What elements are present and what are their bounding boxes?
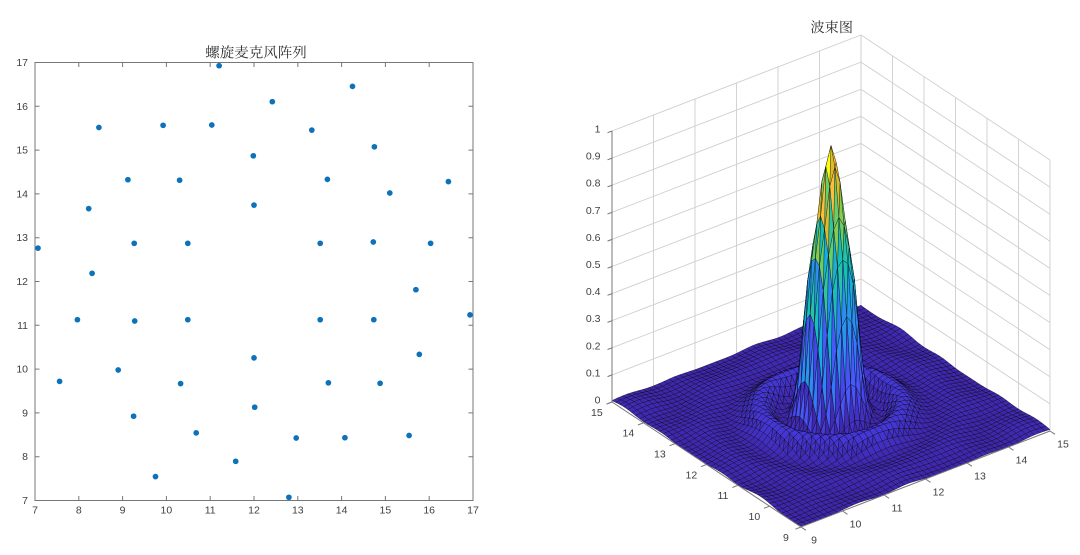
svg-text:11: 11 xyxy=(205,505,216,517)
svg-text:11: 11 xyxy=(17,320,28,332)
svg-text:9: 9 xyxy=(783,532,789,544)
svg-text:13: 13 xyxy=(292,505,304,517)
svg-text:15: 15 xyxy=(380,505,392,517)
svg-text:8: 8 xyxy=(76,505,82,517)
svg-text:10: 10 xyxy=(16,364,28,376)
svg-text:12: 12 xyxy=(248,505,260,517)
svg-text:14: 14 xyxy=(16,188,28,200)
svg-text:7: 7 xyxy=(32,505,38,517)
svg-text:0.9: 0.9 xyxy=(586,151,601,163)
svg-text:13: 13 xyxy=(654,449,666,461)
svg-text:13: 13 xyxy=(974,471,986,483)
svg-text:10: 10 xyxy=(850,519,862,531)
svg-text:7: 7 xyxy=(22,495,28,507)
svg-text:12: 12 xyxy=(686,469,698,481)
svg-text:14: 14 xyxy=(623,428,635,440)
svg-text:8: 8 xyxy=(22,451,28,463)
svg-text:17: 17 xyxy=(16,57,28,69)
svg-text:9: 9 xyxy=(811,535,817,547)
svg-text:0.8: 0.8 xyxy=(586,178,601,190)
svg-text:0.7: 0.7 xyxy=(586,205,601,217)
svg-text:0.6: 0.6 xyxy=(586,232,601,244)
svg-text:13: 13 xyxy=(16,232,28,244)
svg-text:1: 1 xyxy=(595,124,601,136)
svg-text:11: 11 xyxy=(892,503,903,515)
svg-text:0.3: 0.3 xyxy=(586,313,601,325)
svg-text:15: 15 xyxy=(16,145,28,157)
svg-text:12: 12 xyxy=(16,276,28,288)
svg-text:11: 11 xyxy=(717,490,728,502)
svg-text:16: 16 xyxy=(423,505,435,517)
svg-text:15: 15 xyxy=(591,407,603,419)
svg-text:0.2: 0.2 xyxy=(586,340,601,352)
svg-text:12: 12 xyxy=(933,487,945,499)
svg-text:0.4: 0.4 xyxy=(586,286,601,298)
svg-text:0.1: 0.1 xyxy=(586,367,601,379)
svg-text:9: 9 xyxy=(120,505,126,517)
svg-text:9: 9 xyxy=(22,407,28,419)
svg-text:10: 10 xyxy=(161,505,173,517)
svg-text:16: 16 xyxy=(16,101,28,113)
svg-text:17: 17 xyxy=(467,505,479,517)
svg-text:10: 10 xyxy=(749,511,761,523)
svg-text:14: 14 xyxy=(1016,455,1028,467)
svg-text:14: 14 xyxy=(336,505,348,517)
svg-text:0: 0 xyxy=(595,395,601,407)
svg-text:15: 15 xyxy=(1057,439,1069,451)
svg-text:0.5: 0.5 xyxy=(586,259,601,271)
